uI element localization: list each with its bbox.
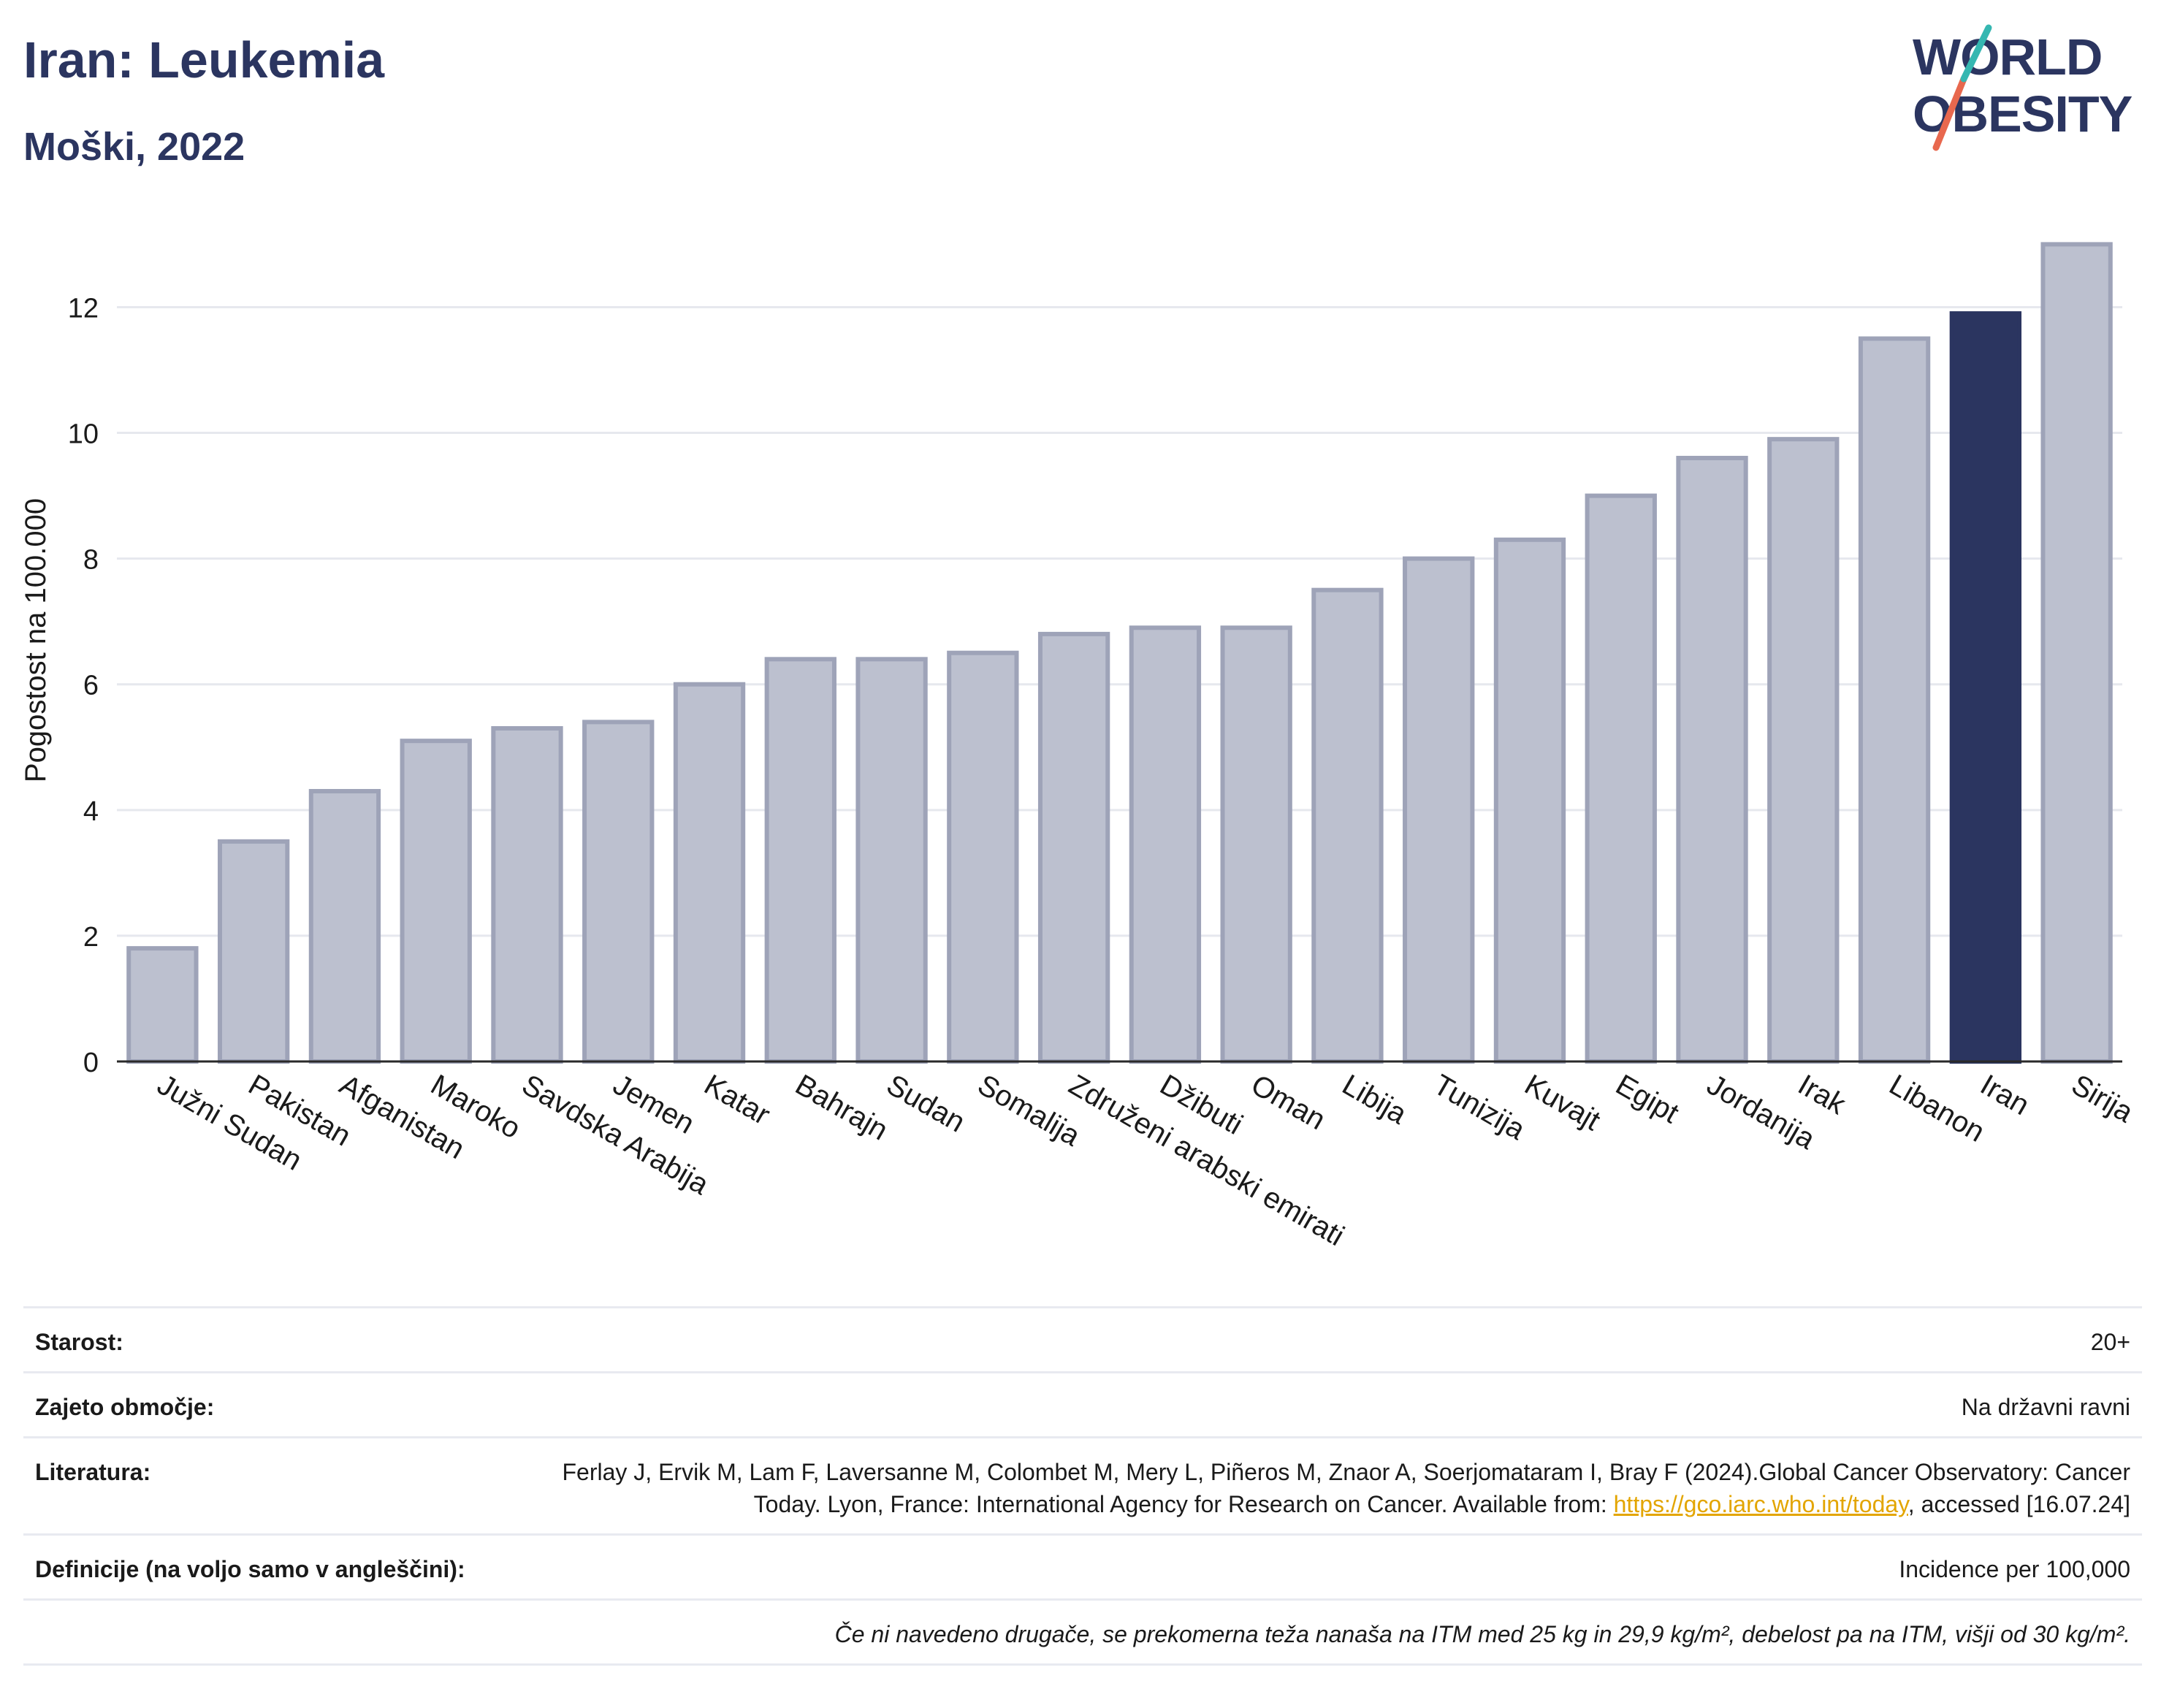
reference-label: Literatura: — [35, 1459, 151, 1485]
bar-sirija — [2040, 242, 2113, 1064]
bar-južni-sudan — [126, 946, 199, 1064]
x-tick-label: Iran — [1975, 1069, 2035, 1122]
y-axis-ticks: 0 2 4 6 8 10 12 — [68, 293, 99, 1078]
age-value: 20+ — [2090, 1329, 2130, 1355]
x-tick-label: Oman — [1246, 1069, 1330, 1137]
x-axis-ticks: Južni SudanPakistanAfganistanMarokoSavds… — [152, 1069, 2139, 1253]
logo-line-1: WORLD — [1913, 28, 2102, 85]
info-row-coverage: Zajeto območje: Na državni ravni — [23, 1371, 2142, 1436]
x-tick-label: Somalija — [972, 1069, 1086, 1153]
coverage-value: Na državni ravni — [1961, 1394, 2130, 1420]
bar-libija — [1311, 587, 1384, 1064]
x-tick-label: Tunizija — [1428, 1069, 1531, 1147]
bar-tunizija — [1403, 556, 1475, 1064]
bar-jordanija — [1676, 455, 1748, 1064]
info-row-definitions: Definicije (na voljo samo v angleščini):… — [23, 1533, 2142, 1598]
logo-slash-teal — [1960, 24, 1992, 83]
bar-maroko — [400, 739, 472, 1064]
y-tick-label: 2 — [83, 922, 99, 953]
y-tick-label: 0 — [83, 1048, 99, 1078]
info-row-note: Če ni navedeno drugače, se prekomerna te… — [23, 1598, 2142, 1666]
bar-združeni-arabski-emirati — [1037, 631, 1110, 1064]
bar-chart: 0 2 4 6 8 10 12 Južni SudanPakistanAfganistanM… — [20, 242, 2139, 1253]
y-tick-label: 4 — [83, 796, 99, 827]
world-obesity-logo: WORLD OBESITY — [1913, 24, 2133, 151]
reference-suffix: , accessed [16.07.24] — [1907, 1491, 2130, 1517]
reference-value: Ferlay J, Ervik M, Lam F, Laversanne M, … — [523, 1456, 2130, 1520]
x-tick-label: Libanon — [1884, 1069, 1990, 1148]
bar-bahrajn — [764, 657, 836, 1064]
reference-text: Ferlay J, Ervik M, Lam F, Laversanne M, … — [562, 1459, 2130, 1517]
x-tick-label: Libija — [1337, 1069, 1413, 1131]
bar-jemen — [582, 720, 655, 1064]
info-table: Starost: 20+ Zajeto območje: Na državni … — [23, 1306, 2142, 1666]
info-row-reference: Literatura: Ferlay J, Ervik M, Lam F, La… — [23, 1436, 2142, 1533]
bar-savdska-arabija — [491, 725, 563, 1064]
bar-somalija — [947, 650, 1019, 1064]
y-tick-label: 8 — [83, 545, 99, 576]
page-subtitle: Moški, 2022 — [23, 125, 245, 169]
page-title: Iran: Leukemia — [23, 31, 385, 88]
x-tick-label: Katar — [699, 1069, 776, 1132]
age-label: Starost: — [35, 1329, 123, 1355]
y-tick-label: 6 — [83, 671, 99, 701]
y-axis-label: Pogostost na 100.000 — [20, 498, 52, 782]
definitions-label: Definicije (na voljo samo v angleščini): — [35, 1556, 465, 1582]
bar-iran — [1949, 311, 2022, 1064]
x-tick-label: Sudan — [881, 1069, 970, 1139]
bar-afganistan — [308, 789, 381, 1064]
coverage-label: Zajeto območje: — [35, 1394, 215, 1420]
x-tick-label: Bahrajn — [790, 1069, 893, 1147]
bars — [126, 242, 2113, 1064]
definitions-value: Incidence per 100,000 — [1899, 1556, 2130, 1582]
bar-libanon — [1858, 336, 1931, 1064]
logo-slash-coral — [1932, 75, 1967, 151]
x-tick-label: Sirija — [2066, 1069, 2139, 1129]
bar-pakistan — [217, 839, 290, 1064]
info-row-age: Starost: 20+ — [23, 1306, 2142, 1371]
bar-džibuti — [1129, 625, 1202, 1064]
obesity-definition-note: Če ni navedeno drugače, se prekomerna te… — [834, 1621, 2130, 1647]
y-tick-label: 12 — [68, 293, 99, 324]
x-tick-label: Irak — [1793, 1069, 1852, 1121]
x-tick-label: Egipt — [1610, 1069, 1684, 1130]
bar-sudan — [855, 657, 928, 1064]
bar-egipt — [1585, 493, 1657, 1064]
y-tick-label: 10 — [68, 419, 99, 450]
bar-oman — [1220, 625, 1292, 1064]
bar-irak — [1767, 437, 1840, 1064]
logo-line-2: OBESITY — [1913, 85, 2133, 142]
bar-katar — [673, 682, 746, 1064]
bar-kuvajt — [1493, 537, 1566, 1064]
reference-link[interactable]: https://gco.iarc.who.int/today — [1613, 1491, 1908, 1517]
x-tick-label: Kuvajt — [1519, 1069, 1605, 1137]
